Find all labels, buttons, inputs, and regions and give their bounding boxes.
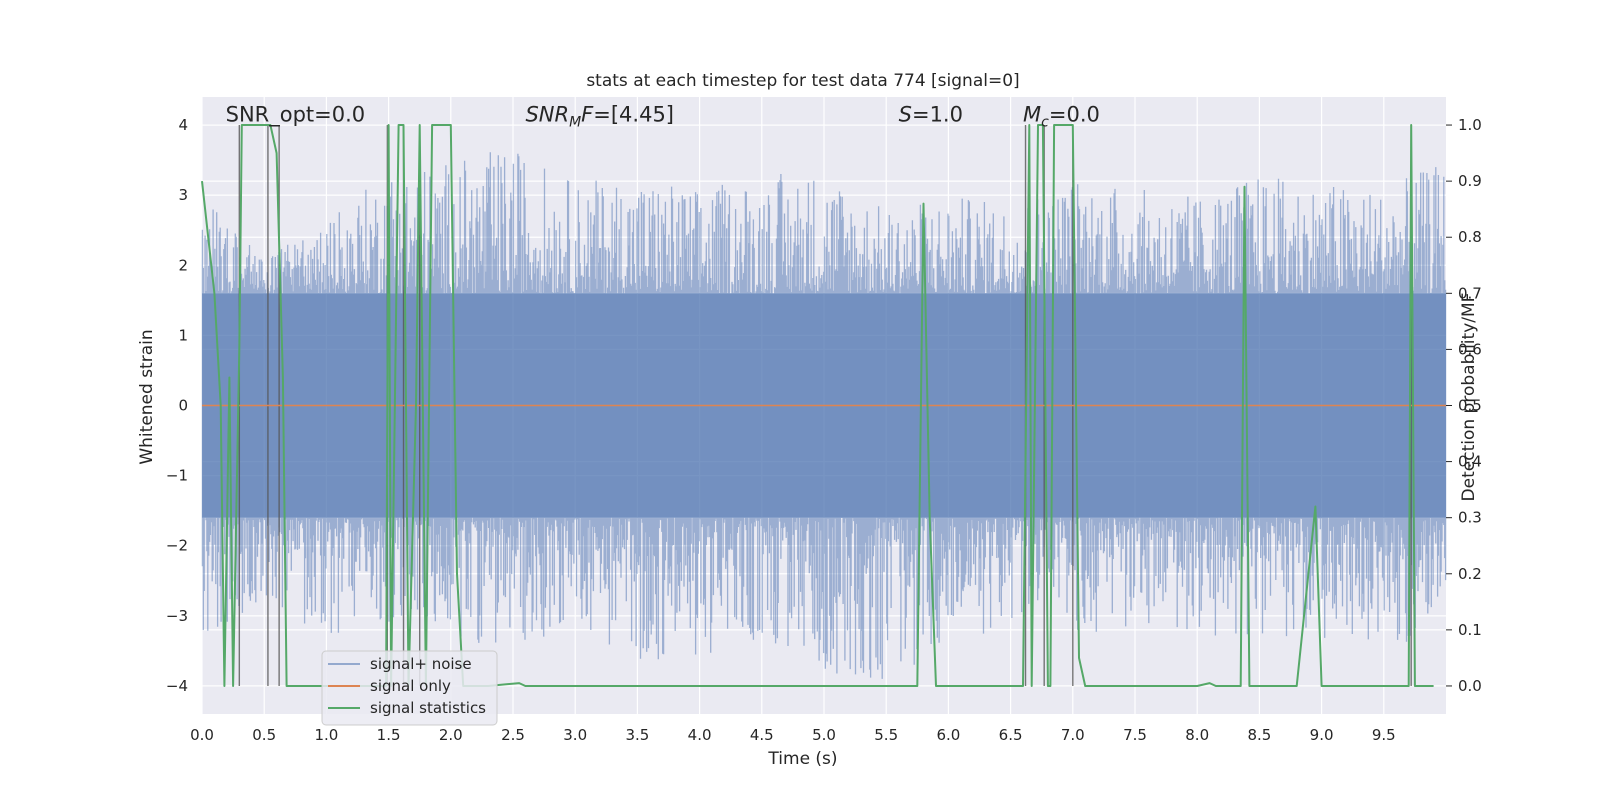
annotation-text: SNR_opt=0.0	[226, 103, 366, 128]
annotation-text: SNRMF=[4.45]	[525, 103, 674, 131]
y-tick-label-left: −2	[166, 537, 188, 555]
x-tick-label: 4.0	[688, 726, 712, 744]
y-tick-label-right: 0.0	[1458, 677, 1482, 695]
tick-labels: 0.0 0.5 1.0 1.5 2.0 2.5 3.0 3.5 4.0 4.5 5.0 5.5 6.0 6…	[166, 116, 1482, 744]
x-axis-label: Time (s)	[767, 749, 837, 769]
x-tick-label: 1.0	[314, 726, 338, 744]
y-tick-label-right: 0.9	[1458, 172, 1482, 190]
y-axis-label-right: Detection probability/MF	[1459, 293, 1479, 502]
series-signal-statistics-line	[201, 124, 1434, 687]
x-tick-label: 7.5	[1123, 726, 1147, 744]
legend-label-signal-statistics: signal statistics	[370, 699, 486, 717]
x-tick-label: 5.5	[874, 726, 898, 744]
x-tick-label: 4.5	[750, 726, 774, 744]
y-axis-label-left: Whitened strain	[137, 329, 157, 464]
y-tick-label-left: 3	[178, 186, 188, 204]
y-tick-label-left: −3	[166, 607, 188, 625]
y-tick-label-left: 0	[178, 397, 188, 415]
x-tick-label: 3.5	[625, 726, 649, 744]
y-tick-label-right: 1.0	[1458, 116, 1482, 134]
x-tick-label: 3.0	[563, 726, 587, 744]
legend-label-signal-only: signal only	[370, 677, 451, 695]
x-tick-label: 6.5	[999, 726, 1023, 744]
chart-title: stats at each timestep for test data 774…	[586, 71, 1019, 91]
legend: signal+ noise signal only signal statist…	[321, 650, 498, 726]
y-tick-label-right: 0.3	[1458, 509, 1482, 527]
y-tick-label-right: 0.5	[1458, 397, 1482, 415]
y-tick-label-left: 4	[178, 116, 188, 134]
x-tick-label: 8.5	[1247, 726, 1271, 744]
annotation-text: Mc=0.0	[1023, 103, 1100, 131]
x-tick-label: 0.0	[190, 726, 214, 744]
y-tick-label-right: 0.4	[1458, 453, 1482, 471]
x-tick-label: 0.5	[252, 726, 276, 744]
x-tick-label: 7.0	[1061, 726, 1085, 744]
y-tick-label-right: 0.2	[1458, 565, 1482, 583]
y-tick-label-right: 0.6	[1458, 340, 1482, 358]
legend-label-signal-noise: signal+ noise	[370, 655, 472, 673]
y-tick-label-left: 2	[178, 256, 188, 274]
x-tick-label: 9.5	[1372, 726, 1396, 744]
y-tick-label-right: 0.8	[1458, 228, 1482, 246]
x-tick-label: 2.0	[439, 726, 463, 744]
legend-box	[321, 650, 498, 726]
y-tick-label-left: 1	[178, 326, 188, 344]
x-tick-label: 9.0	[1310, 726, 1334, 744]
x-tick-label: 8.0	[1185, 726, 1209, 744]
y-tick-label-left: −1	[166, 467, 188, 485]
x-tick-label: 1.5	[377, 726, 401, 744]
x-tick-label: 5.0	[812, 726, 836, 744]
annotations: SNR_opt=0.0 SNRMF=[4.45] S=1.0 Mc=0.0	[226, 103, 1100, 131]
x-tick-label: 6.0	[936, 726, 960, 744]
y-tick-label-right: 0.1	[1458, 621, 1482, 639]
y-tick-label-right: 0.7	[1458, 284, 1482, 302]
y-tick-label-left: −4	[166, 677, 188, 695]
x-tick-label: 2.5	[501, 726, 525, 744]
annotation-text: S=1.0	[899, 103, 963, 127]
series-lines	[201, 124, 1446, 687]
